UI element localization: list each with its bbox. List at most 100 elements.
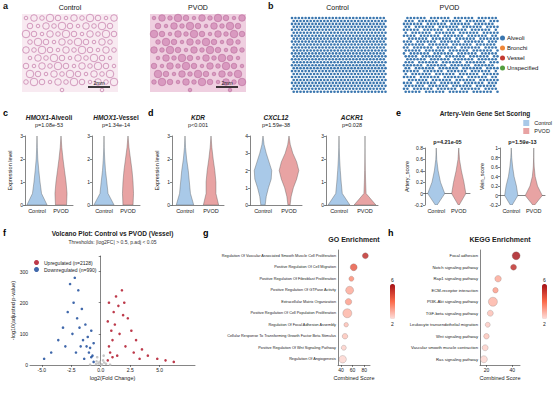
svg-text:HMOX1: HMOX1 [26,114,50,121]
svg-text:PVOD: PVOD [120,208,136,214]
svg-text:g: g [203,228,209,238]
svg-text:PVOD: PVOD [440,4,460,11]
svg-text:-2.5: -2.5 [67,367,76,373]
svg-text:ACKR1: ACKR1 [340,114,364,121]
svg-text:p=1.59e-38: p=1.59e-38 [262,122,290,128]
svg-text:3: 3 [20,133,23,139]
svg-text:2: 2 [167,156,170,162]
svg-text:Notch signaling pathway: Notch signaling pathway [433,265,479,270]
svg-text:b: b [268,1,274,11]
svg-text:4: 4 [245,133,248,139]
svg-text:Regulation Of Focal Adhesion A: Regulation Of Focal Adhesion Assembly [268,323,336,327]
svg-text:Expression level: Expression level [154,150,160,190]
svg-text:Positive Regulation Of Wnt Sig: Positive Regulation Of Wnt Signaling Pat… [258,346,336,350]
svg-text:Control: Control [176,208,194,214]
svg-text:0.6: 0.6 [491,164,498,170]
svg-text:0: 0 [25,362,28,368]
svg-text:p=1.08e-53: p=1.08e-53 [35,122,63,128]
svg-text:2mm: 2mm [93,80,104,86]
svg-text:0.0: 0.0 [97,367,104,373]
svg-text:80: 80 [361,367,367,373]
svg-text:Vascular smooth muscle contrac: Vascular smooth muscle contraction [411,345,479,350]
svg-text:5.0: 5.0 [156,367,163,373]
svg-text:Bronchi: Bronchi [507,45,527,51]
svg-text:2: 2 [391,321,394,327]
svg-text:0: 0 [87,202,90,208]
svg-text:Positive Regulation Of Cell Po: Positive Regulation Of Cell Population P… [251,311,336,315]
svg-text:Control: Control [254,208,272,214]
svg-text:0: 0 [20,202,23,208]
svg-text:Positive Regulation Of GTPase: Positive Regulation Of GTPase Activity [271,288,337,292]
svg-text:Control: Control [326,4,349,11]
svg-text:c: c [3,108,8,118]
svg-text:3: 3 [167,133,170,139]
svg-text:3: 3 [245,150,248,156]
svg-text:60: 60 [350,367,356,373]
svg-text:2.5: 2.5 [127,367,134,373]
svg-text:Combined Score: Combined Score [334,375,375,381]
svg-text:-0.2: -0.2 [414,202,423,208]
svg-text:Extracellular Matrix Organizat: Extracellular Matrix Organization [281,300,336,304]
svg-text:Vein_score: Vein_score [479,163,485,190]
svg-text:PVOD: PVOD [281,208,297,214]
svg-text:p=0.028: p=0.028 [342,122,362,128]
svg-text:p<0.001: p<0.001 [188,122,208,128]
svg-text:Control: Control [28,208,46,214]
svg-text:Regulation Of Vascular Associa: Regulation Of Vascular Associated Smooth… [222,254,336,258]
svg-text:e: e [396,108,401,118]
svg-text:200: 200 [20,300,29,306]
svg-text:Positive Regulation Of Cell Mi: Positive Regulation Of Cell Migration [274,265,336,269]
svg-text:Focal adhesion: Focal adhesion [450,253,479,258]
svg-text:Artery_score: Artery_score [404,161,410,192]
svg-text:100: 100 [20,331,29,337]
svg-text:TGF-beta signaling pathway: TGF-beta signaling pathway [426,311,479,316]
svg-text:0.4: 0.4 [416,168,423,174]
svg-text:0.8: 0.8 [491,155,498,161]
svg-text:3: 3 [321,133,324,139]
svg-text:2mm: 2mm [221,80,232,86]
svg-text:PI3K-Akt signaling pathway: PI3K-Akt signaling pathway [427,299,479,304]
svg-text:-Alveoli: -Alveoli [49,114,73,121]
svg-text:Vessel: Vessel [507,55,525,61]
svg-text:Wnt signaling pathway: Wnt signaling pathway [436,334,479,339]
svg-text:0.2: 0.2 [416,179,423,185]
svg-text:CXCL12: CXCL12 [264,114,289,121]
svg-text:Cellular Response To Transform: Cellular Response To Transforming Growth… [227,334,336,338]
svg-text:2: 2 [20,156,23,162]
svg-text:0: 0 [167,202,170,208]
svg-text:1: 1 [87,179,90,185]
svg-text:-Vessel: -Vessel [116,114,139,121]
svg-text:Upregulated (n=2128): Upregulated (n=2128) [44,260,93,266]
svg-text:2: 2 [245,168,248,174]
svg-text:Volcano Plot: Control vs PVOD: Volcano Plot: Control vs PVOD (Vessel) [52,230,174,238]
svg-text:-log10(adjusted p-value): -log10(adjusted p-value) [10,281,16,340]
svg-text:0.4: 0.4 [491,174,498,180]
svg-text:Control: Control [95,208,113,214]
svg-text:Ras signaling pathway: Ras signaling pathway [436,357,479,362]
svg-text:PVOD: PVOD [203,208,219,214]
svg-text:PVOD: PVOD [188,4,208,11]
svg-text:20: 20 [484,367,490,373]
svg-text:p=1.59e-13: p=1.59e-13 [508,139,536,145]
svg-text:0: 0 [420,191,423,197]
svg-text:1: 1 [495,145,498,151]
svg-text:Regulation Of Angiogenesis: Regulation Of Angiogenesis [289,357,336,361]
svg-text:2: 2 [321,156,324,162]
svg-text:Control: Control [427,208,445,214]
svg-text:0: 0 [495,193,498,199]
svg-text:Leukocyte transendothelial mig: Leukocyte transendothelial migration [410,322,479,327]
svg-text:f: f [3,228,7,238]
svg-text:1: 1 [167,179,170,185]
svg-text:Alveoli: Alveoli [507,35,525,41]
svg-text:Control: Control [534,120,552,126]
svg-text:log2(Fold Change): log2(Fold Change) [90,375,136,381]
svg-text:0: 0 [321,202,324,208]
svg-text:GO Enrichment: GO Enrichment [328,236,380,243]
svg-text:Expression level: Expression level [7,150,13,190]
svg-text:3: 3 [87,133,90,139]
svg-text:1: 1 [20,179,23,185]
svg-text:2: 2 [87,156,90,162]
svg-text:Combined Score: Combined Score [480,375,521,381]
svg-text:6: 6 [543,277,546,283]
svg-text:Artery-Vein Gene Set Scoring: Artery-Vein Gene Set Scoring [440,110,531,118]
